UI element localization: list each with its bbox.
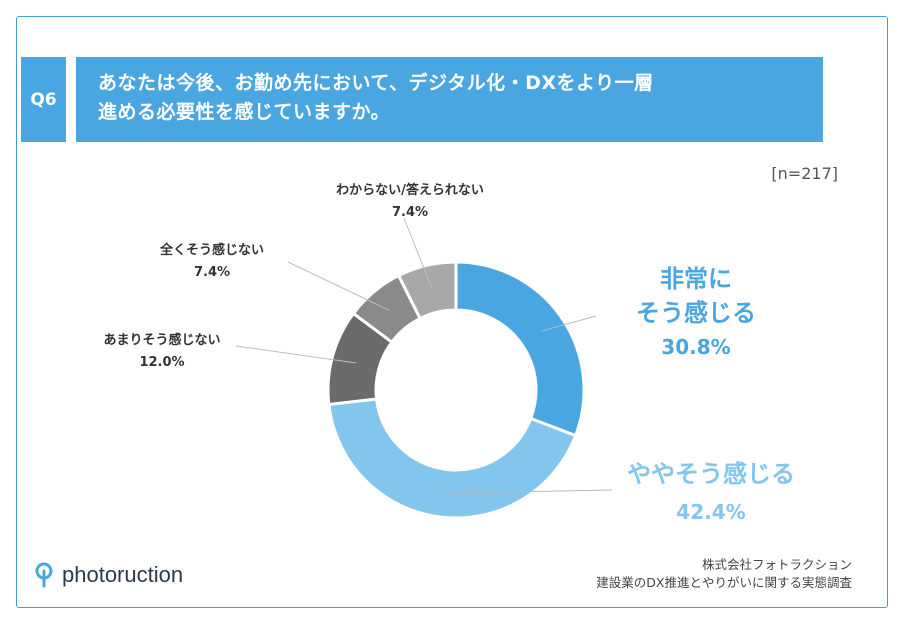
label-very-much-line2: そう感じる bbox=[636, 299, 756, 327]
brand-logo: photoruction bbox=[34, 562, 183, 588]
slice-somewhat bbox=[327, 397, 578, 520]
label-not-much: あまりそう感じない 12.0% bbox=[72, 330, 252, 374]
credit-company: 株式会社フォトラクション bbox=[701, 557, 852, 572]
label-dont-know-value: 7.4% bbox=[391, 205, 429, 220]
label-not-at-all-value: 7.4% bbox=[193, 265, 231, 280]
label-dont-know-line1: わからない/答えられない bbox=[336, 183, 484, 198]
question-line-1: あなたは今後、お勤め先において、デジタル化・DXをより一層 bbox=[98, 72, 654, 94]
label-not-at-all-line1: 全くそう感じない bbox=[159, 243, 264, 258]
question-badge: Q6 bbox=[21, 57, 66, 142]
logo-text: photoruction bbox=[62, 562, 184, 587]
leader-very-much bbox=[541, 315, 597, 332]
leader-not-at-all bbox=[287, 261, 390, 311]
label-not-much-line1: あまりそう感じない bbox=[103, 333, 221, 348]
slice-dont-know bbox=[396, 260, 458, 321]
label-not-much-value: 12.0% bbox=[139, 355, 185, 370]
label-very-much-value: 30.8% bbox=[661, 335, 731, 359]
label-somewhat-value: 42.4% bbox=[676, 500, 746, 524]
leader-not-much bbox=[235, 345, 356, 364]
leader-somewhat bbox=[442, 489, 613, 494]
label-somewhat-line1: ややそう感じる bbox=[627, 460, 795, 488]
leader-dont-know bbox=[403, 217, 433, 289]
label-very-much: 非常に そう感じる 30.8% bbox=[596, 262, 796, 364]
label-somewhat: ややそう感じる 42.4% bbox=[606, 454, 816, 530]
question-line-2: 進める必要性を感じていますか。 bbox=[98, 101, 391, 123]
label-dont-know: わからない/答えられない 7.4% bbox=[300, 180, 520, 224]
credit-survey: 建設業のDX推進とやりがいに関する実態調査 bbox=[596, 575, 852, 590]
logo-pin-icon bbox=[35, 562, 53, 588]
sample-size: [n=217] bbox=[771, 164, 838, 183]
question-title: あなたは今後、お勤め先において、デジタル化・DXをより一層 進める必要性を感じて… bbox=[76, 57, 823, 142]
source-credit: 株式会社フォトラクション 建設業のDX推進とやりがいに関する実態調査 bbox=[596, 556, 852, 592]
slice-very-much bbox=[454, 260, 586, 438]
label-not-at-all: 全くそう感じない 7.4% bbox=[122, 240, 302, 284]
label-very-much-line1: 非常に bbox=[660, 265, 732, 293]
